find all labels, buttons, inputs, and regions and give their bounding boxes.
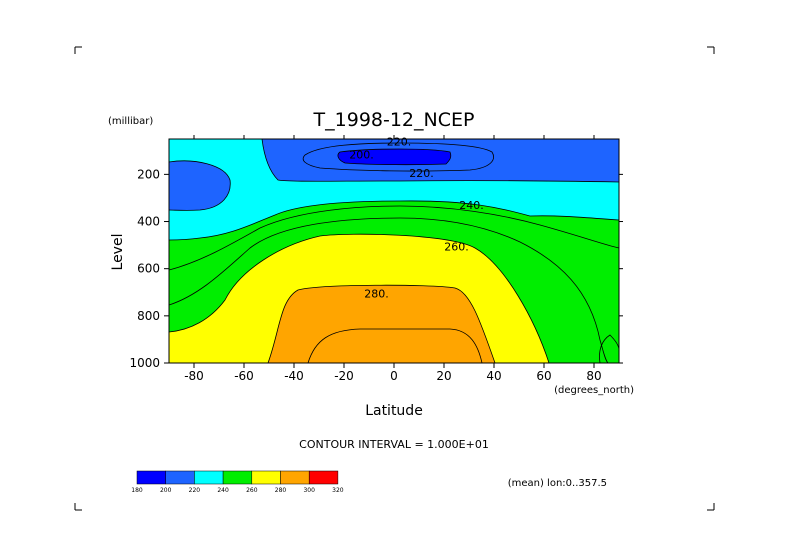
y-axis: 200 400 600 800 1000 [129,167,623,370]
contour-label: 260. [444,240,469,253]
y-tick-label: 200 [137,167,160,181]
y-axis-units: (millibar) [108,116,153,127]
colorbar-label: 280 [275,487,287,494]
contour-label: 220. [409,167,434,180]
colorbar-swatch [222,470,253,485]
x-tick-label: 0 [390,369,398,383]
x-axis: -80 -60 -40 -20 0 20 40 60 80 [184,135,602,383]
colorbar-label: 260 [246,487,258,494]
y-tick-label: 1000 [129,356,160,370]
crop-marks [74,46,715,511]
colorbar-swatch [280,470,310,485]
colorbar-label: 300 [303,487,315,494]
colorbar-label: 180 [131,487,143,494]
x-tick-label: -40 [284,369,304,383]
contour-label: 240. [459,199,484,212]
contour-label-layer: 220. 200. 220. 240. 260. 280. [349,135,484,300]
x-tick-label: -20 [334,369,354,383]
x-axis-label: Latitude [365,403,423,419]
colorbar-swatch [165,470,195,485]
colorbar: 180 200 220 240 260 280 300 320 [131,470,344,494]
contour-label: 220. [387,135,412,148]
contour-lines [169,139,619,363]
colorbar-swatch [136,470,166,485]
colorbar-swatch [251,470,281,485]
x-tick-label: 60 [536,369,551,383]
x-tick-label: -60 [234,369,254,383]
colorbar-label: 200 [160,487,172,494]
colorbar-swatch [308,470,339,485]
contour-field [169,139,619,363]
x-tick-label: 40 [486,369,501,383]
x-tick-label: 80 [586,369,601,383]
y-axis-label: Level [110,234,126,271]
x-axis-units: (degrees_north) [554,385,634,396]
chart-title: T_1998-12_NCEP [313,109,475,131]
y-tick-label: 600 [137,262,160,276]
x-tick-label: 20 [436,369,451,383]
contour-label: 200. [349,148,374,161]
band-180-200 [337,149,451,165]
colorbar-label: 240 [217,487,229,494]
y-tick-label: 800 [137,309,160,323]
colorbar-swatch [194,470,224,485]
contour-interval-text: CONTOUR INTERVAL = 1.000E+01 [299,438,489,451]
colorbar-label: 320 [332,487,344,494]
x-tick-label: -80 [184,369,204,383]
colorbar-label: 220 [189,487,201,494]
contour-label: 280. [364,287,389,300]
y-tick-label: 400 [137,215,160,229]
band-200-220-southpole [169,160,231,211]
mean-note: (mean) lon:0..357.5 [508,478,607,489]
